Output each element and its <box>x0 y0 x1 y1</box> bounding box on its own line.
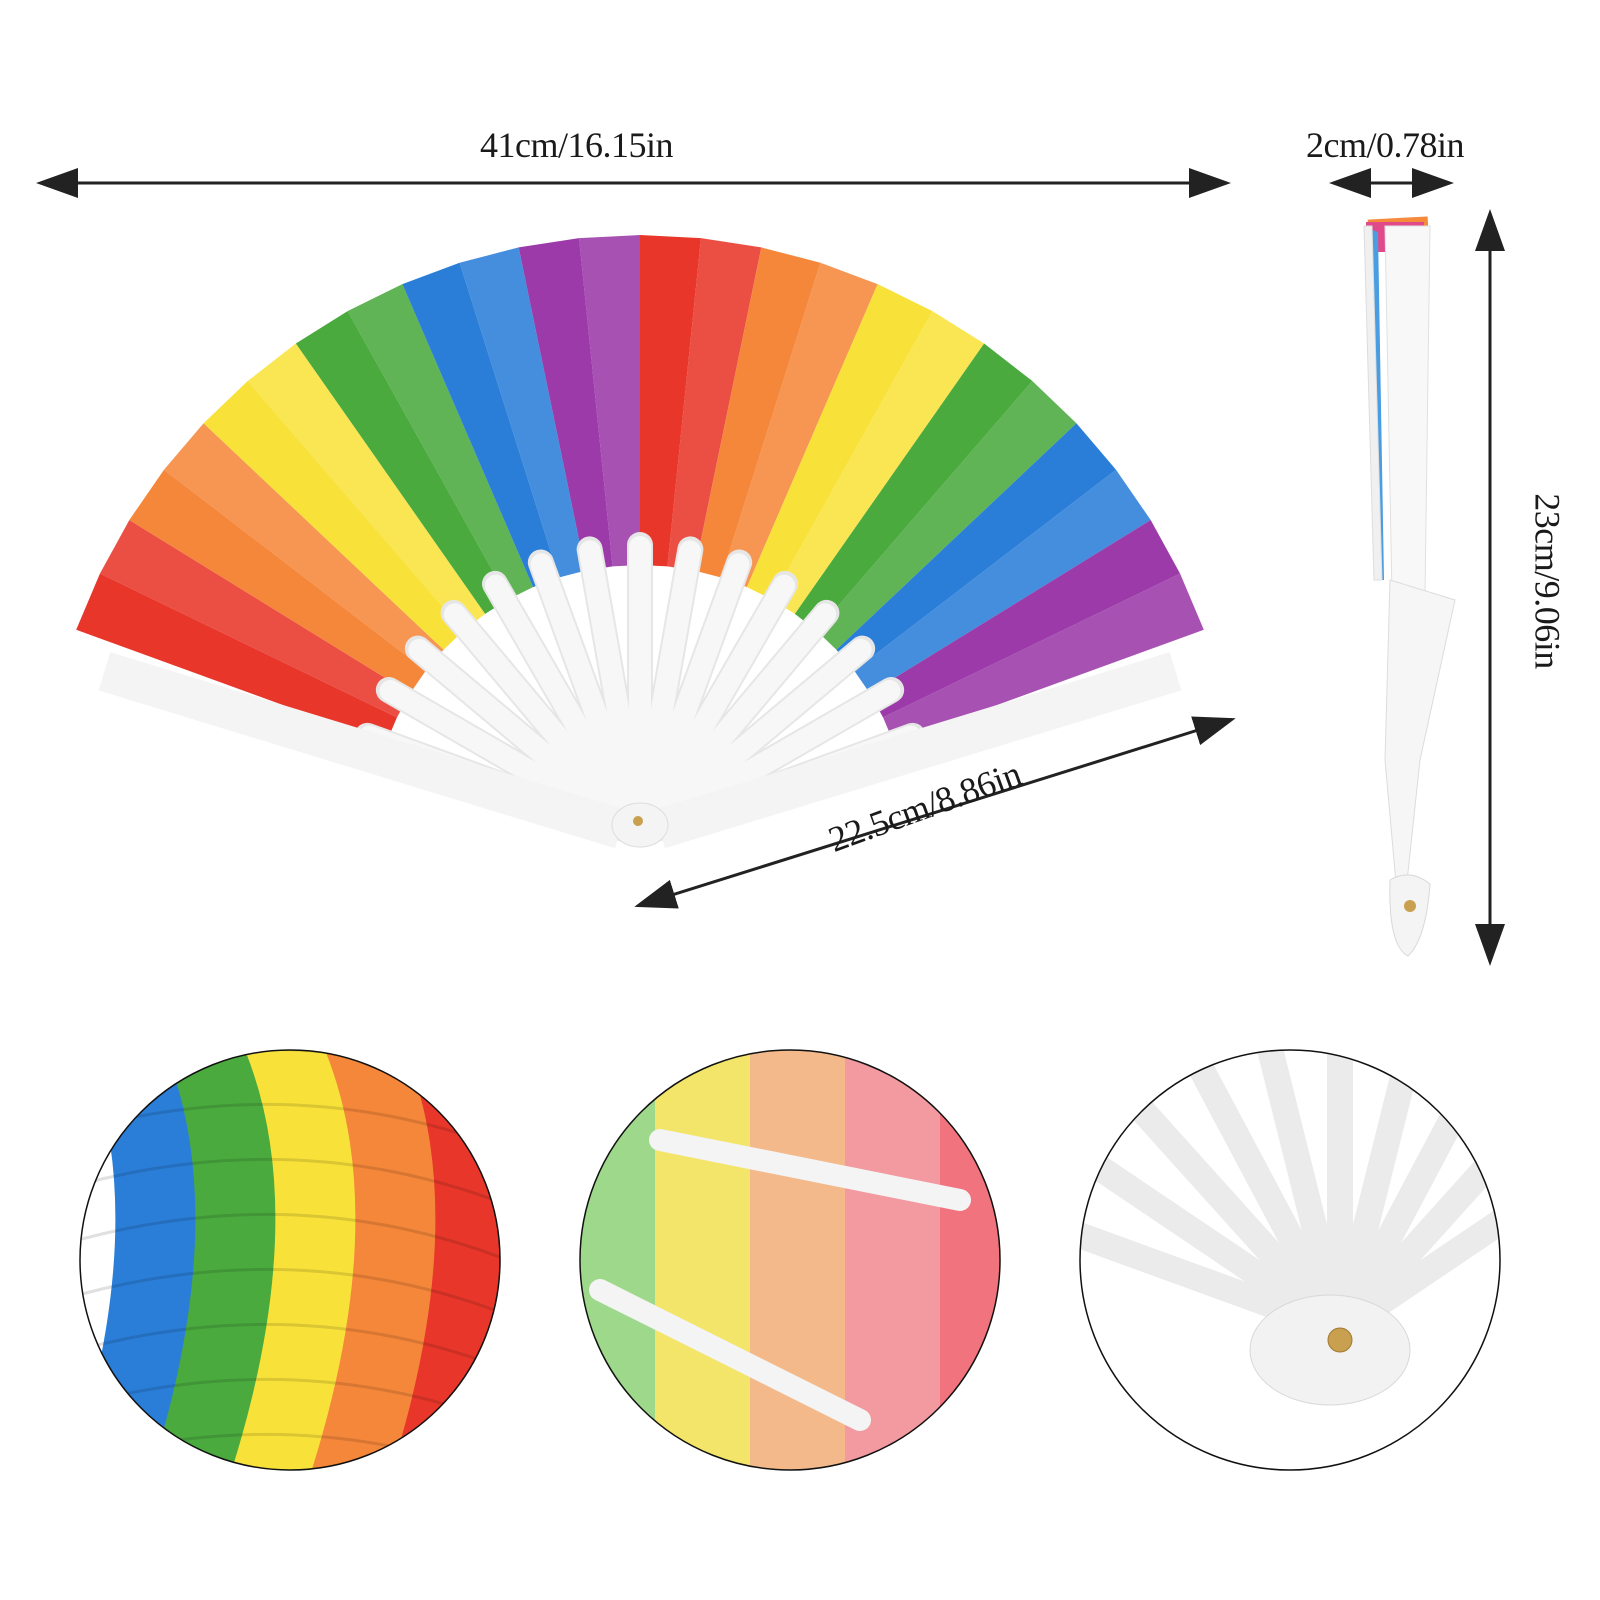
detail-circle-rivet <box>1080 1050 1500 1470</box>
fan-panel <box>721 262 878 588</box>
fan-panel <box>794 343 1033 631</box>
fan-panel <box>402 262 559 588</box>
height-dimension-label: 23cm/9.06in <box>1527 493 1568 669</box>
fabric-band <box>655 1050 755 1470</box>
fan-panel <box>76 573 397 743</box>
fan-panel <box>163 423 444 671</box>
fan-panel <box>640 235 701 567</box>
fan-panel <box>518 238 613 571</box>
fan-panel <box>129 469 426 694</box>
fan-panel <box>459 247 586 578</box>
width-dimension-label: 41cm/16.15in <box>480 125 673 165</box>
fan-panel <box>347 284 534 600</box>
fabric-band <box>120 1050 286 1470</box>
radius-arrow <box>634 716 1236 909</box>
fabric-band <box>845 1050 945 1470</box>
guard-left <box>98 652 627 849</box>
fan-rib <box>649 1129 971 1211</box>
fan-panel <box>816 381 1077 650</box>
detail-circle-fabric <box>80 1050 500 1470</box>
fan-panel <box>771 311 985 614</box>
fabric-band <box>940 1050 1000 1470</box>
fan-panel <box>99 520 411 718</box>
fan-rib <box>1332 1140 1500 1341</box>
fan-panel <box>203 381 464 650</box>
fan-panel <box>667 238 762 571</box>
fan-panel <box>694 247 821 578</box>
rivet <box>1327 1327 1353 1353</box>
fan-panel <box>247 343 486 631</box>
fan-panel <box>746 284 933 600</box>
fabric-band <box>280 1050 446 1470</box>
open-fan <box>76 235 1204 849</box>
fan-panel <box>836 423 1117 671</box>
closed-fan <box>1363 216 1456 957</box>
fan-panel <box>295 311 509 614</box>
rivet <box>633 816 643 826</box>
guard-right <box>653 652 1182 849</box>
fan-panel <box>579 235 640 567</box>
fan-hub <box>1249 1294 1411 1406</box>
fan-panel <box>854 469 1151 694</box>
fabric-band <box>200 1050 366 1470</box>
fan-panel <box>869 520 1181 718</box>
fabric-band <box>750 1050 850 1470</box>
fan-panel <box>883 573 1204 743</box>
fabric-band <box>80 1050 206 1470</box>
fan-rib <box>589 1279 871 1431</box>
thickness-dimension-label: 2cm/0.78in <box>1306 125 1464 165</box>
detail-circle-ribs <box>580 1050 1000 1470</box>
